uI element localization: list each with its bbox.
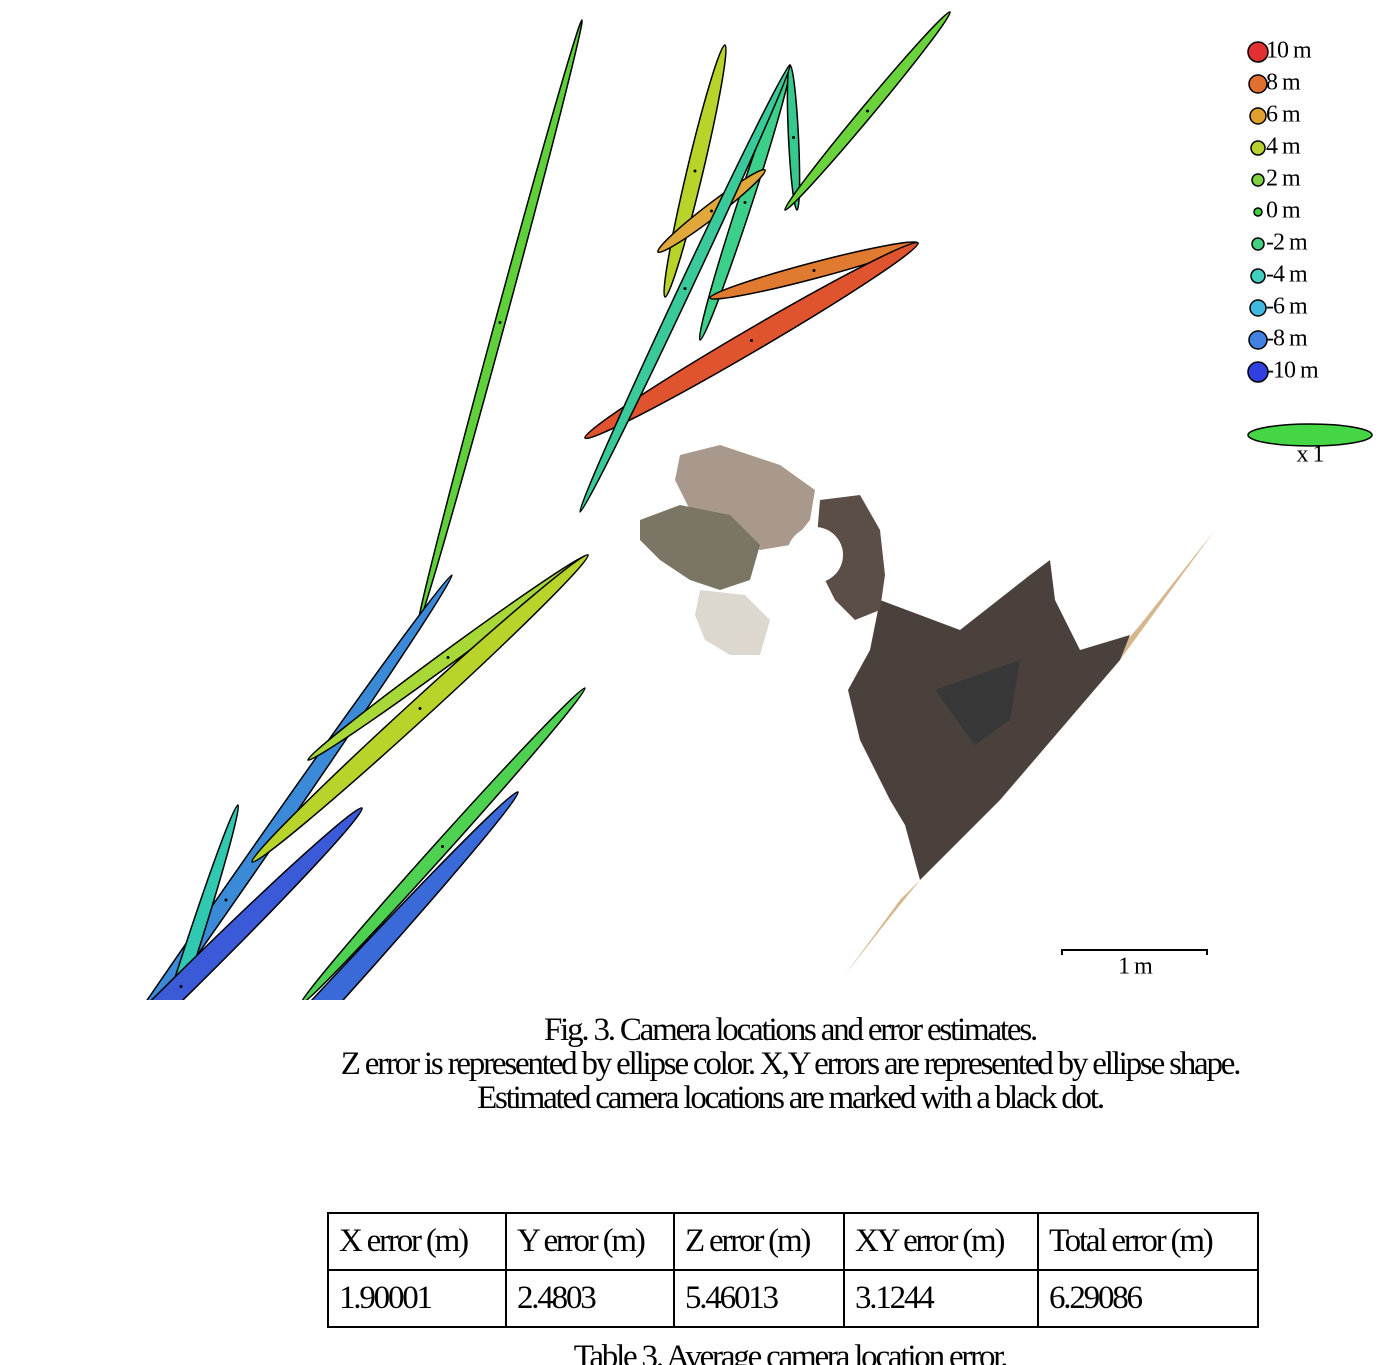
camera-dot [710, 209, 713, 213]
camera-dot [179, 985, 183, 988]
camera-dot [693, 169, 697, 173]
camera-dot [418, 707, 422, 710]
camera-dot [866, 109, 869, 113]
cell: 6.29086 [1037, 1269, 1259, 1328]
camera-dot [750, 339, 753, 342]
camera-dot [792, 136, 795, 139]
camera-dot [498, 321, 502, 324]
error-ellipses [0, 11, 951, 1000]
header-cell: XY error (m) [843, 1212, 1039, 1271]
header-cell: Z error (m) [673, 1212, 845, 1271]
scale-bar [1061, 949, 1208, 955]
camera-dot [743, 201, 747, 204]
table-header: X error (m) Y error (m) Z error (m) XY e… [327, 1212, 1259, 1271]
legend-label: 4 m [1266, 134, 1301, 160]
legend-label: 8 m [1266, 70, 1301, 96]
legend-swatch [1249, 107, 1267, 125]
legend-label: -4 m [1266, 262, 1308, 288]
legend: 10 m 8 m 6 m 4 m 2 m 0 m -2 m -4 m -6 m -8 m -10 m [1247, 38, 1320, 384]
caption-line: Estimated camera locations are marked wi… [477, 1080, 1105, 1116]
legend-swatch [1247, 361, 1269, 383]
cell: 3.1244 [843, 1269, 1039, 1328]
cell: 1.90001 [327, 1269, 507, 1328]
camera-dot [812, 269, 816, 272]
header-cell: Y error (m) [505, 1212, 675, 1271]
camera-dot [446, 656, 450, 659]
legend-swatch [1248, 330, 1268, 350]
legend-label: -2 m [1266, 230, 1308, 256]
error-ellipse [0, 807, 363, 1000]
header-cell: Total error (m) [1037, 1212, 1259, 1271]
cell: 2.4803 [505, 1269, 675, 1328]
legend-swatch [1253, 207, 1263, 217]
legend-label: -8 m [1266, 326, 1308, 352]
legend-swatch [1247, 41, 1269, 63]
camera-dot [224, 898, 228, 902]
error-table: X error (m) Y error (m) Z error (m) XY e… [327, 1212, 1259, 1328]
legend-swatch [1248, 74, 1268, 94]
figure: 10 m 8 m 6 m 4 m 2 m 0 m -2 m -4 m -6 m -8 m -10 m… [0, 11, 1373, 1000]
legend-swatch [1250, 268, 1266, 284]
scale-label: x 1 [1297, 442, 1324, 468]
scale-bar-label: 1 m [1118, 954, 1153, 980]
header-cell: X error (m) [327, 1212, 507, 1271]
camera-dot [683, 287, 687, 290]
legend-label: 0 m [1266, 198, 1301, 224]
legend-swatch [1249, 299, 1267, 317]
caption-line: Fig. 3. Camera locations and error estim… [543, 1012, 1038, 1048]
legend-swatch [1250, 140, 1266, 156]
legend-label: 6 m [1266, 102, 1301, 128]
legend-swatch [1251, 237, 1265, 251]
model [640, 445, 1215, 975]
legend-swatch [1251, 173, 1265, 187]
scale-ellipse [1247, 423, 1373, 447]
legend-label: -10 m [1266, 358, 1319, 384]
legend-label: -6 m [1266, 294, 1308, 320]
camera-dot [441, 845, 444, 848]
table-row: 1.90001 2.4803 5.46013 3.1244 6.29086 [327, 1269, 1259, 1328]
error-ellipse [0, 791, 519, 1000]
table-caption: Table 3. Average camera location error. [573, 1339, 1009, 1365]
cell: 5.46013 [673, 1269, 845, 1328]
legend-label: 2 m [1266, 166, 1301, 192]
caption-line: Z error is represented by ellipse color.… [340, 1046, 1242, 1082]
legend-label: 10 m [1266, 38, 1312, 64]
